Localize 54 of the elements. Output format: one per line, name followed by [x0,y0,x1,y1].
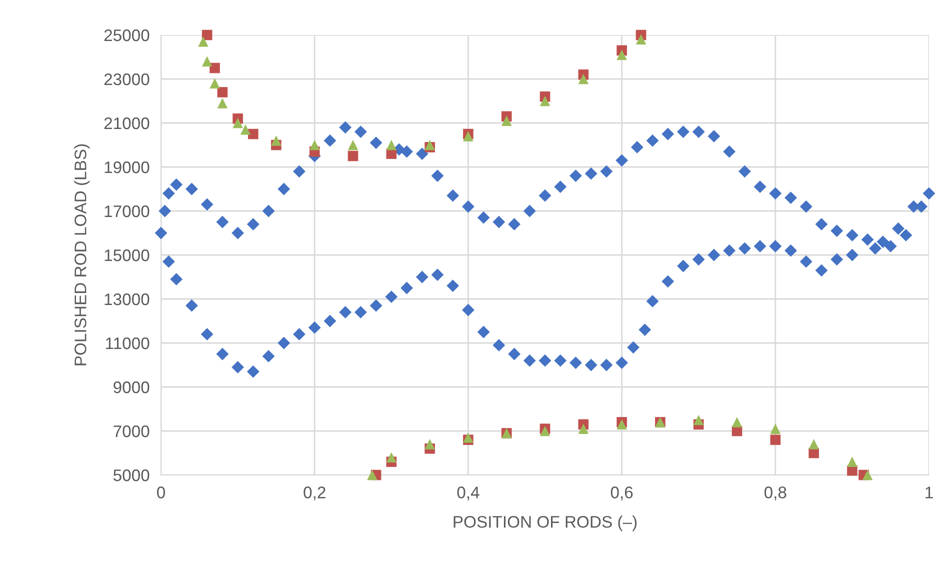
x-tick-label: 0,8 [764,486,786,500]
point [770,424,781,434]
point [693,414,704,426]
point [578,424,589,434]
point [217,98,228,108]
point [732,417,742,428]
x-tick-label: 1 [926,486,933,498]
point [463,432,474,443]
y-tick-label: 5000 [113,469,150,482]
y-tick-label: 11000 [106,337,150,350]
x-tick-label: 0,6 [610,486,633,500]
point [232,118,243,128]
point [248,128,258,140]
point [424,439,435,450]
y-tick-label: 15000 [104,249,150,262]
point [309,140,320,150]
point [808,439,819,450]
point [210,78,220,89]
x-axis-title: POSITION OF RODS (–) [454,516,637,532]
point [424,140,435,150]
point [636,34,646,45]
y-axis-title: POLISHED ROD LOAD (LBS) [74,144,90,366]
point [616,50,627,60]
point [367,470,378,480]
point [578,74,589,84]
point [501,116,512,126]
y-tick-label: 17000 [104,205,150,218]
y-tick-label: 9000 [114,381,150,394]
point [348,140,358,150]
point [386,452,397,463]
point [540,426,550,436]
y-tick-label: 25000 [104,29,150,42]
y-tick-label: 13000 [104,293,150,306]
point [240,124,251,135]
point [271,135,282,146]
x-tick-label: 0 [157,486,165,498]
y-tick-label: 7000 [114,425,150,438]
point [463,131,474,142]
point [198,36,208,47]
y-tick-label: 23000 [104,73,150,86]
y-tick-label: 21000 [104,117,150,130]
x-tick-label: 0,2 [304,486,326,500]
x-tick-label: 0,4 [457,486,480,500]
point [616,419,627,430]
point [210,62,220,74]
point [217,87,228,98]
point [202,56,212,67]
point [348,150,358,162]
y-tick-label: 19000 [104,161,150,174]
point [386,140,397,150]
point [847,456,858,467]
point [862,470,873,480]
point [770,434,781,445]
point [540,96,550,106]
